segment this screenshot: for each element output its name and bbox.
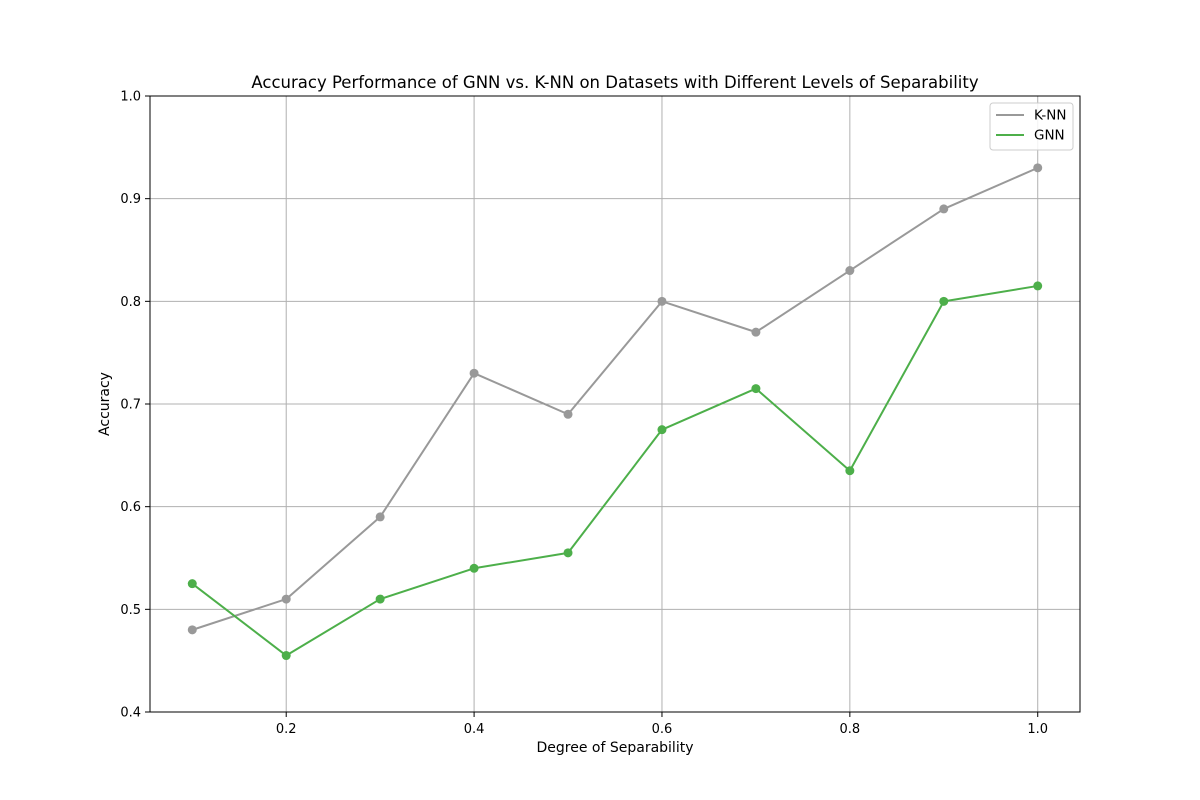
series-k-nn — [187, 163, 1043, 635]
legend-item: GNN — [996, 128, 1065, 144]
data-point-gnn — [751, 384, 761, 394]
data-point-gnn — [845, 466, 855, 476]
series-line-gnn — [191, 284, 1038, 657]
data-point-gnn — [281, 651, 291, 661]
data-point-k-nn — [281, 594, 291, 604]
data-point-gnn — [469, 563, 479, 573]
legend: K-NN GNN — [989, 102, 1074, 151]
data-point-k-nn — [939, 204, 949, 214]
series-line-k-nn — [191, 166, 1039, 631]
y-tick-label: 0.9 — [120, 192, 141, 207]
chart-title: Accuracy Performance of GNN vs. K-NN on … — [251, 73, 978, 92]
data-point-gnn — [187, 579, 197, 589]
series-layer — [187, 163, 1043, 661]
legend-label: K-NN — [1034, 108, 1067, 124]
x-tick-label: 0.4 — [464, 722, 485, 737]
y-axis-label: Accuracy — [97, 372, 113, 436]
data-point-gnn — [1033, 281, 1043, 291]
x-axis-ticks: 0.2 0.4 0.6 0.8 1.0 — [276, 712, 1048, 737]
data-point-k-nn — [1033, 163, 1043, 173]
data-point-gnn — [657, 425, 667, 435]
data-point-k-nn — [375, 512, 385, 522]
data-point-gnn — [375, 594, 385, 604]
x-tick-label: 0.8 — [840, 722, 861, 737]
data-point-k-nn — [751, 327, 761, 337]
data-point-gnn — [939, 296, 949, 306]
x-tick-label: 0.6 — [652, 722, 673, 737]
x-tick-label: 0.2 — [276, 722, 297, 737]
legend-label: GNN — [1034, 128, 1065, 144]
y-axis-ticks: 0.4 0.5 0.6 0.7 0.8 0.9 1.0 — [120, 90, 150, 721]
y-tick-label: 0.7 — [120, 398, 141, 413]
data-point-k-nn — [845, 266, 855, 276]
data-point-k-nn — [563, 409, 573, 419]
y-tick-label: 1.0 — [120, 90, 141, 105]
y-tick-label: 0.6 — [120, 500, 141, 515]
data-point-k-nn — [187, 625, 197, 635]
data-point-k-nn — [657, 296, 667, 306]
legend-item: K-NN — [996, 108, 1067, 124]
x-tick-label: 1.0 — [1027, 722, 1048, 737]
data-point-gnn — [563, 548, 573, 558]
y-tick-label: 0.8 — [120, 295, 141, 310]
grid-lines — [150, 96, 1080, 712]
data-point-k-nn — [469, 368, 479, 378]
y-tick-label: 0.5 — [120, 603, 141, 618]
series-gnn — [187, 281, 1043, 661]
y-tick-label: 0.4 — [120, 706, 141, 721]
x-axis-label: Degree of Separability — [537, 740, 694, 756]
